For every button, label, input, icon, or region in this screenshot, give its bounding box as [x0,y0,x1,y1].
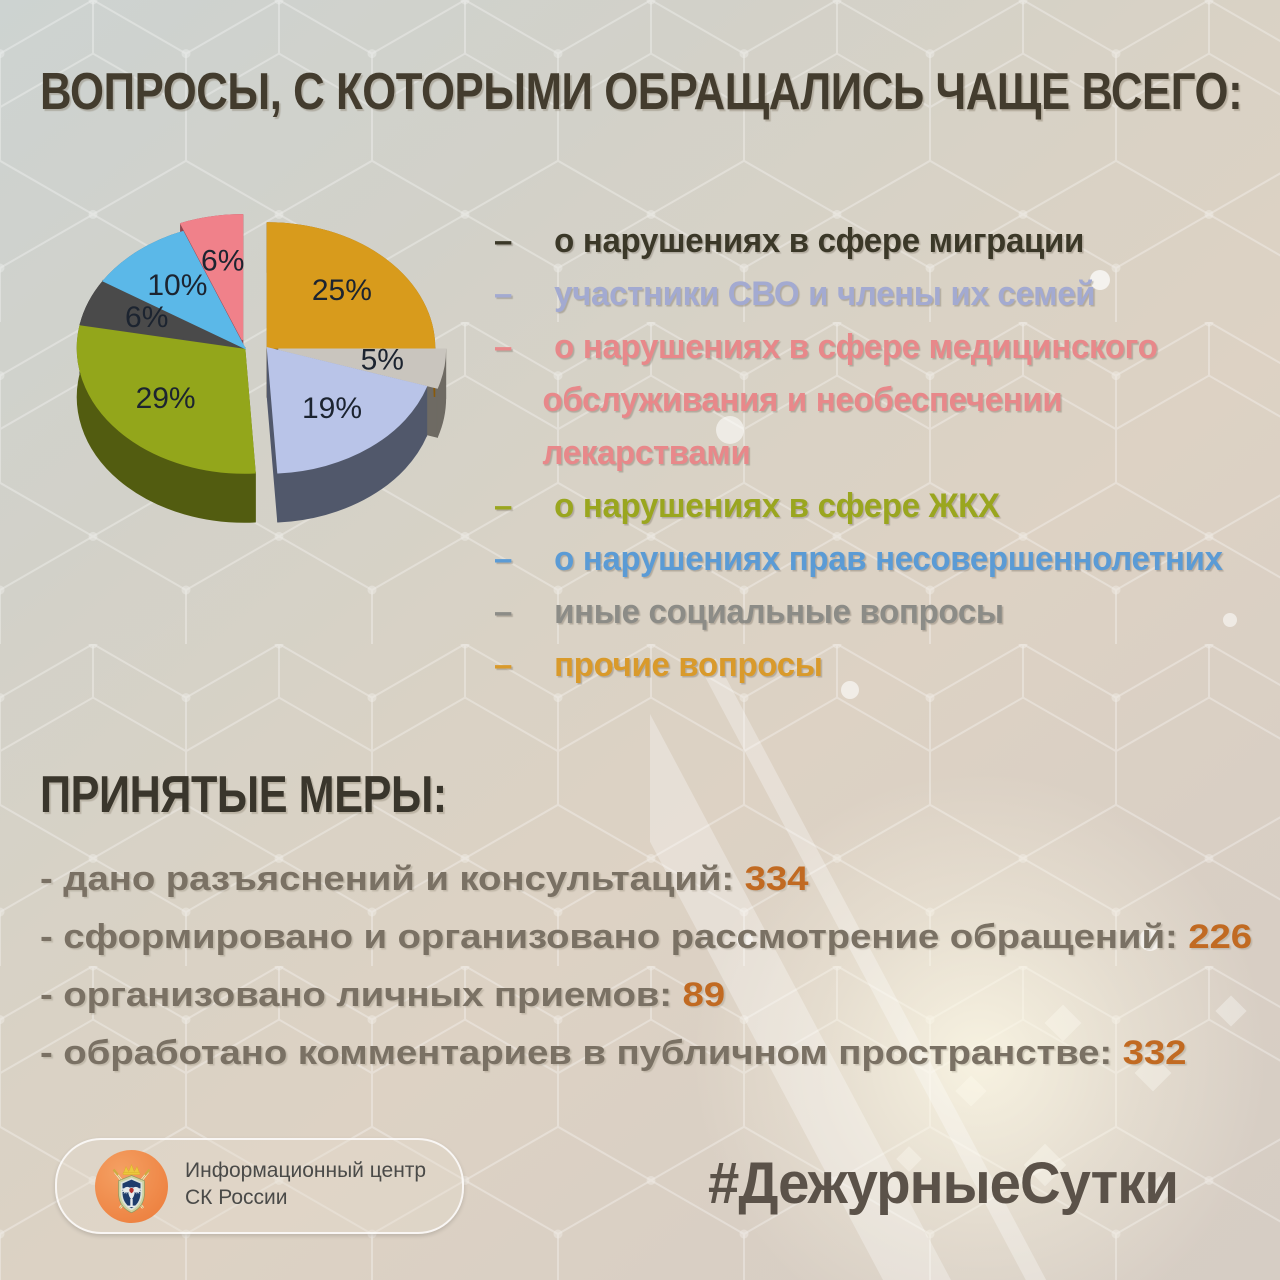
svg-text:25%: 25% [312,274,372,307]
svg-text:6%: 6% [201,245,244,278]
svg-text:5%: 5% [361,344,404,377]
svg-text:29%: 29% [136,382,196,415]
svg-text:10%: 10% [147,269,207,302]
svg-text:6%: 6% [125,301,168,334]
svg-text:19%: 19% [302,392,362,425]
